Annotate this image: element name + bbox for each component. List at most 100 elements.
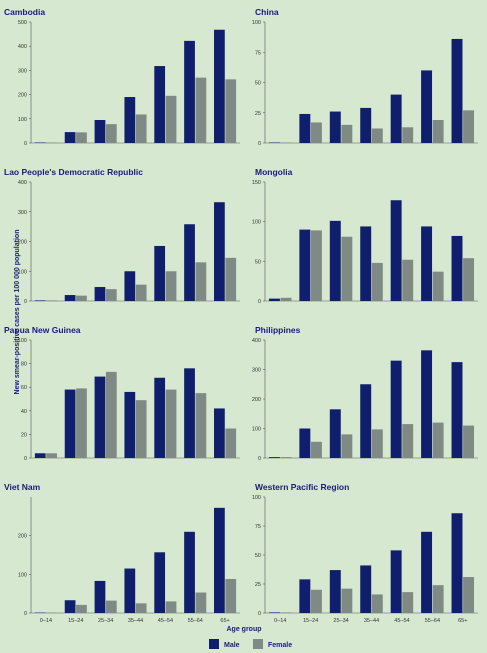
bar-female-35-44: [371, 429, 383, 458]
y-tick-label: 80: [21, 362, 27, 368]
bar-female-55-64: [432, 271, 444, 301]
y-tick-label: 0: [24, 141, 27, 147]
panel-title: China: [255, 7, 279, 17]
bar-male-15-24: [299, 428, 311, 458]
bar-female-35-44: [135, 114, 147, 143]
x-tick-label: 65+: [458, 618, 467, 624]
bar-female-45-54: [165, 389, 177, 458]
legend-label-male: Male: [224, 642, 240, 649]
bar-male-45-54: [390, 200, 402, 301]
y-tick-label: 25: [255, 582, 261, 588]
bar-male-15-24: [64, 600, 76, 613]
bar-male-55-64: [421, 70, 433, 143]
panel-title: Philippines: [255, 325, 301, 335]
panel-viet-nam: Viet Nam 0 100 200 0–14 15–24 25–34 35–44 45–54 5…: [4, 482, 240, 624]
bar-male-25-34: [94, 376, 106, 458]
y-tick-label: 100: [18, 117, 27, 123]
y-tick-label: 400: [18, 180, 27, 186]
bar-female-35-44: [371, 594, 383, 613]
x-tick-label: 15–24: [303, 618, 318, 624]
bar-male-65: [451, 362, 463, 458]
bar-male-65: [214, 29, 225, 143]
x-tick-label: 45–54: [158, 618, 173, 624]
bar-male-15-24: [299, 579, 311, 613]
bar-female-25-34: [341, 124, 353, 143]
bar-female-25-34: [105, 600, 117, 613]
panel-title: Western Pacific Region: [255, 482, 349, 492]
bar-female-25-34: [341, 236, 353, 301]
y-tick-label: 60: [21, 385, 27, 391]
y-tick-label: 500: [18, 20, 27, 26]
bar-male-55-64: [421, 350, 433, 458]
bar-male-0-14: [268, 457, 280, 458]
y-tick-label: 200: [18, 534, 27, 540]
panel-cambodia: Cambodia 0 100 200 300 400 500: [4, 7, 240, 147]
bar-female-65: [463, 577, 475, 613]
y-tick-label: 300: [252, 368, 261, 374]
bar-female-0-14: [280, 612, 292, 613]
bar-male-35-44: [124, 568, 136, 613]
y-tick-label: 300: [18, 68, 27, 74]
bar-male-25-34: [329, 111, 341, 143]
bar-female-25-34: [105, 289, 117, 301]
bar-male-35-44: [124, 391, 136, 458]
bar-female-65: [225, 79, 237, 143]
bar-male-35-44: [360, 107, 372, 143]
bar-female-65: [463, 258, 475, 301]
x-tick-label: 0–14: [274, 618, 286, 624]
bar-male-45-54: [390, 94, 402, 143]
bar-male-65: [451, 38, 463, 143]
y-tick-label: 100: [252, 20, 261, 26]
legend: Male Female: [209, 639, 292, 649]
bar-female-45-54: [402, 259, 414, 301]
bar-female-35-44: [135, 400, 147, 458]
panel-mongolia: Mongolia 0 50 100 150: [252, 167, 478, 305]
bar-male-55-64: [184, 531, 195, 613]
x-tick-label: 25–34: [333, 618, 348, 624]
bar-female-45-54: [402, 424, 414, 458]
bar-female-35-44: [135, 284, 147, 301]
bar-male-25-34: [94, 287, 106, 301]
bar-female-15-24: [76, 388, 87, 458]
bar-female-45-54: [165, 95, 177, 143]
bar-female-35-44: [135, 603, 147, 613]
x-tick-label: 15–24: [68, 618, 83, 624]
bar-female-35-44: [371, 262, 383, 301]
bar-male-15-24: [64, 132, 76, 143]
bar-female-25-34: [341, 434, 353, 458]
panel-title: Cambodia: [4, 7, 45, 17]
panel-title: Lao People's Democratic Republic: [4, 167, 143, 177]
bar-male-65: [451, 235, 463, 301]
bar-male-15-24: [64, 295, 76, 301]
x-tick-label: 55–64: [188, 618, 203, 624]
bar-female-65: [225, 257, 237, 301]
panel-philippines: Philippines 0 100 200 300 400: [252, 325, 478, 462]
y-tick-label: 40: [21, 409, 27, 415]
panel-title: Papua New Guinea: [4, 325, 81, 335]
bar-male-65: [214, 202, 225, 301]
bar-female-55-64: [195, 77, 207, 143]
bar-female-15-24: [76, 604, 87, 613]
bar-male-45-54: [390, 550, 402, 613]
bar-male-55-64: [184, 40, 195, 143]
bar-male-0-14: [268, 298, 280, 301]
y-tick-label: 100: [18, 572, 27, 578]
bar-female-65: [225, 428, 237, 458]
y-tick-label: 100: [18, 338, 27, 344]
legend-swatch-male: [209, 639, 219, 649]
bar-male-55-64: [421, 226, 433, 301]
y-tick-label: 50: [255, 553, 261, 559]
panel-lao-people-s-democratic-republic: Lao People's Democratic Republic 0 100 200 3…: [4, 167, 240, 305]
legend-swatch-female: [253, 639, 263, 649]
y-tick-label: 25: [255, 111, 261, 117]
bar-female-65: [463, 110, 475, 143]
y-tick-label: 200: [18, 93, 27, 99]
y-tick-label: 0: [24, 611, 27, 617]
bar-male-45-54: [390, 360, 402, 458]
bar-male-55-64: [184, 368, 195, 458]
x-axis-label: Age group: [227, 626, 262, 633]
x-tick-label: 55–64: [425, 618, 440, 624]
y-tick-label: 75: [255, 50, 261, 56]
bar-male-35-44: [124, 271, 136, 301]
